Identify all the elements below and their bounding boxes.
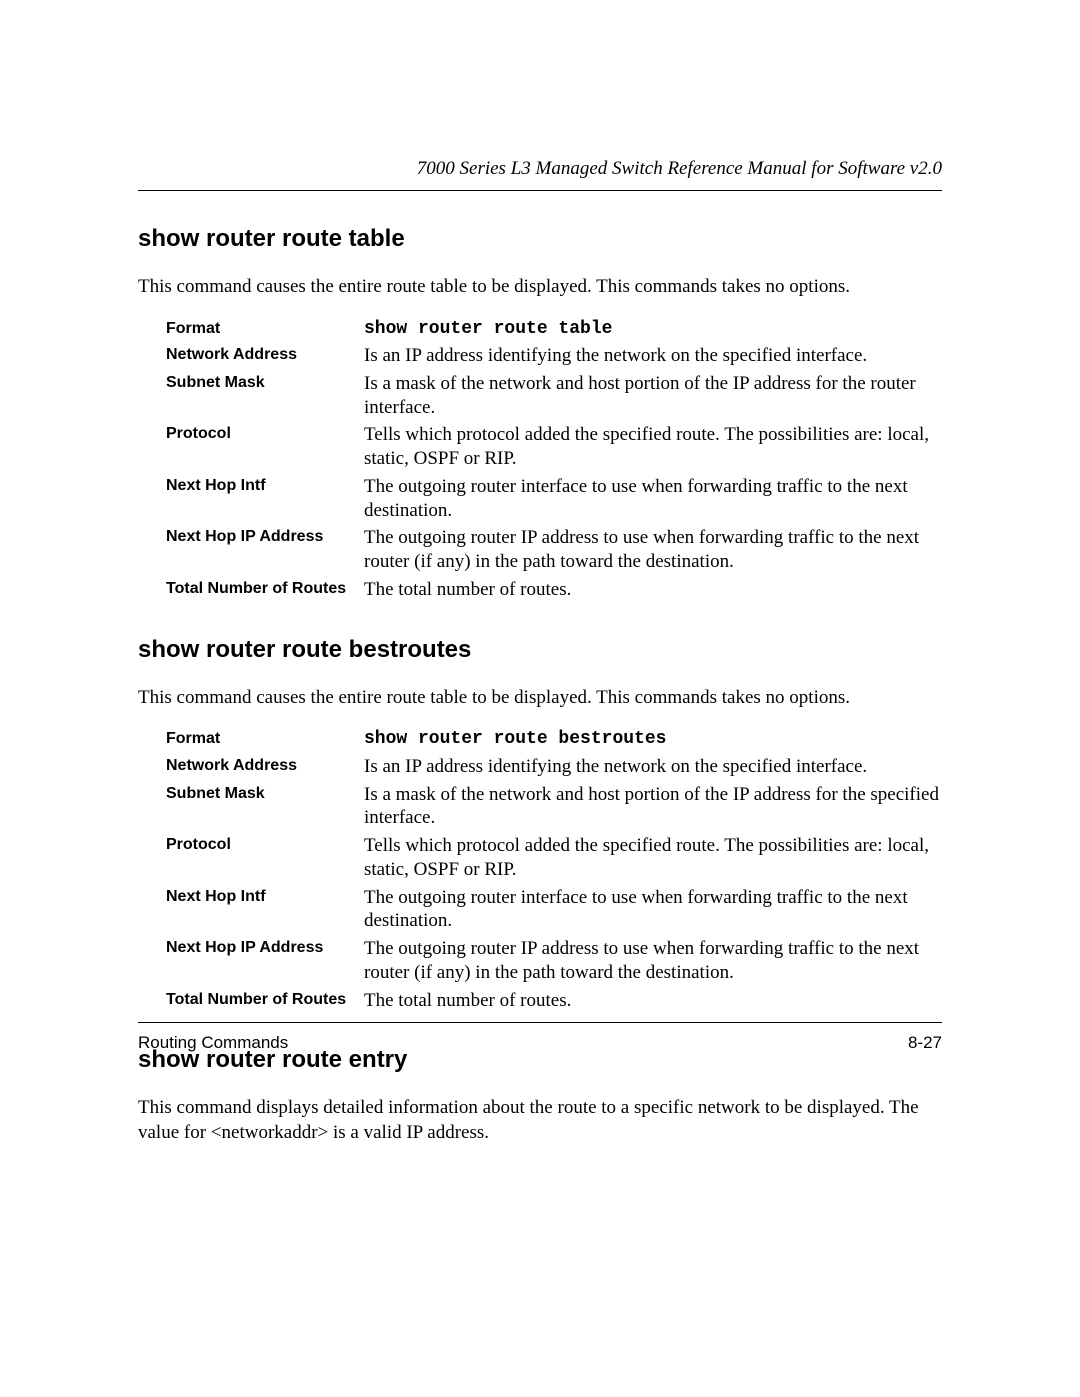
label-protocol: Protocol: [166, 834, 364, 854]
value-protocol: Tells which protocol added the specified…: [364, 423, 942, 471]
label-total-routes: Total Number of Routes: [166, 578, 364, 598]
label-next-hop-ip: Next Hop IP Address: [166, 937, 364, 957]
label-next-hop-ip: Next Hop IP Address: [166, 526, 364, 546]
label-total-routes: Total Number of Routes: [166, 989, 364, 1009]
value-total-routes: The total number of routes.: [364, 989, 942, 1013]
running-header: 7000 Series L3 Managed Switch Reference …: [138, 158, 942, 191]
row-total-routes: Total Number of Routes The total number …: [166, 578, 942, 602]
label-format: Format: [166, 728, 364, 748]
value-protocol: Tells which protocol added the specified…: [364, 834, 942, 882]
row-network-address: Network Address Is an IP address identif…: [166, 755, 942, 779]
row-subnet-mask: Subnet Mask Is a mask of the network and…: [166, 372, 942, 420]
value-next-hop-intf: The outgoing router interface to use whe…: [364, 475, 942, 523]
section-intro-route-entry: This command displays detailed informati…: [138, 1096, 942, 1145]
definition-table-bestroutes: Format show router route bestroutes Netw…: [138, 728, 942, 1012]
section-heading-route-table: show router route table: [138, 225, 942, 253]
row-next-hop-ip: Next Hop IP Address The outgoing router …: [166, 937, 942, 985]
page-footer: Routing Commands 8-27: [138, 1022, 942, 1053]
value-format: show router route bestroutes: [364, 728, 942, 751]
section-intro-route-table: This command causes the entire route tab…: [138, 275, 942, 300]
label-subnet-mask: Subnet Mask: [166, 372, 364, 392]
row-network-address: Network Address Is an IP address identif…: [166, 344, 942, 368]
value-network-address: Is an IP address identifying the network…: [364, 755, 942, 779]
row-next-hop-intf: Next Hop Intf The outgoing router interf…: [166, 475, 942, 523]
definition-table-route-table: Format show router route table Network A…: [138, 318, 942, 602]
value-subnet-mask: Is a mask of the network and host portio…: [364, 372, 942, 420]
row-total-routes: Total Number of Routes The total number …: [166, 989, 942, 1013]
row-format: Format show router route table: [166, 318, 942, 341]
value-network-address: Is an IP address identifying the network…: [364, 344, 942, 368]
section-intro-bestroutes: This command causes the entire route tab…: [138, 686, 942, 711]
row-subnet-mask: Subnet Mask Is a mask of the network and…: [166, 783, 942, 831]
label-next-hop-intf: Next Hop Intf: [166, 886, 364, 906]
value-total-routes: The total number of routes.: [364, 578, 942, 602]
row-next-hop-intf: Next Hop Intf The outgoing router interf…: [166, 886, 942, 934]
row-next-hop-ip: Next Hop IP Address The outgoing router …: [166, 526, 942, 574]
footer-left: Routing Commands: [138, 1033, 288, 1053]
label-network-address: Network Address: [166, 755, 364, 775]
value-next-hop-ip: The outgoing router IP address to use wh…: [364, 526, 942, 574]
label-format: Format: [166, 318, 364, 338]
value-next-hop-ip: The outgoing router IP address to use wh…: [364, 937, 942, 985]
value-format: show router route table: [364, 318, 942, 341]
label-subnet-mask: Subnet Mask: [166, 783, 364, 803]
row-protocol: Protocol Tells which protocol added the …: [166, 423, 942, 471]
footer-right: 8-27: [908, 1033, 942, 1053]
row-protocol: Protocol Tells which protocol added the …: [166, 834, 942, 882]
row-format: Format show router route bestroutes: [166, 728, 942, 751]
label-next-hop-intf: Next Hop Intf: [166, 475, 364, 495]
value-subnet-mask: Is a mask of the network and host portio…: [364, 783, 942, 831]
value-next-hop-intf: The outgoing router interface to use whe…: [364, 886, 942, 934]
section-heading-bestroutes: show router route bestroutes: [138, 636, 942, 664]
label-protocol: Protocol: [166, 423, 364, 443]
label-network-address: Network Address: [166, 344, 364, 364]
